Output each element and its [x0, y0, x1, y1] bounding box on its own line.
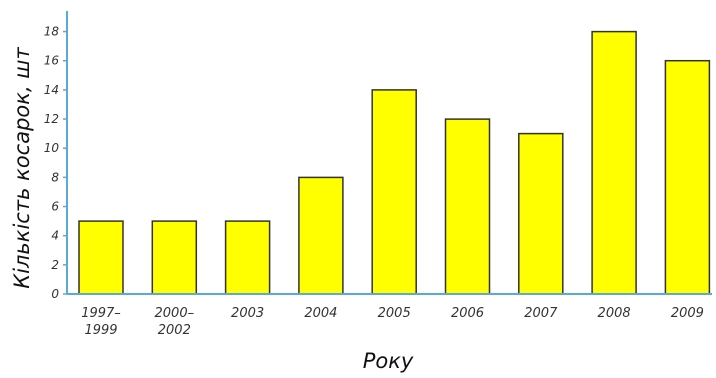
y-axis-title: Кількість косарок, шт [10, 46, 34, 288]
x-tick-label: 1997– 1999 [81, 306, 121, 338]
bar [591, 30, 637, 295]
y-tick-label: 18 [44, 25, 60, 39]
x-ticks-group: 1997– 1999 2000– 2002 2003 2004 2005 2006 2007 20… [81, 306, 704, 338]
bar [224, 220, 271, 295]
x-tick-label: 2004 [304, 306, 337, 321]
bar [298, 176, 344, 295]
x-tick-label: 2006 [451, 306, 484, 321]
bar [371, 89, 417, 295]
y-ticks-group: 0 2 4 6 8 10 12 14 16 18 [44, 25, 67, 301]
y-tick-label: 8 [51, 170, 59, 184]
y-tick-label: 14 [44, 83, 59, 97]
bar [444, 118, 491, 295]
bars-group [78, 30, 711, 295]
x-axis-title: Року [363, 349, 414, 373]
x-tick-label: 2000– 2002 [155, 306, 195, 338]
bar [151, 220, 198, 295]
bar [518, 132, 564, 295]
y-tick-label: 6 [51, 200, 59, 214]
y-tick-label: 2 [51, 258, 59, 272]
y-tick-label: 12 [44, 112, 59, 126]
y-tick-label: 4 [51, 229, 59, 243]
x-tick-label: 2008 [598, 306, 631, 321]
x-tick-label: 2009 [671, 306, 704, 321]
x-tick-label: 2007 [524, 306, 558, 321]
y-tick-label: 0 [51, 287, 59, 301]
x-tick-label: 2003 [231, 306, 264, 321]
bar [664, 59, 711, 295]
y-tick-label: 16 [44, 54, 60, 68]
y-tick-label: 10 [44, 141, 60, 155]
bar [78, 220, 124, 295]
x-tick-label: 2005 [378, 306, 411, 321]
